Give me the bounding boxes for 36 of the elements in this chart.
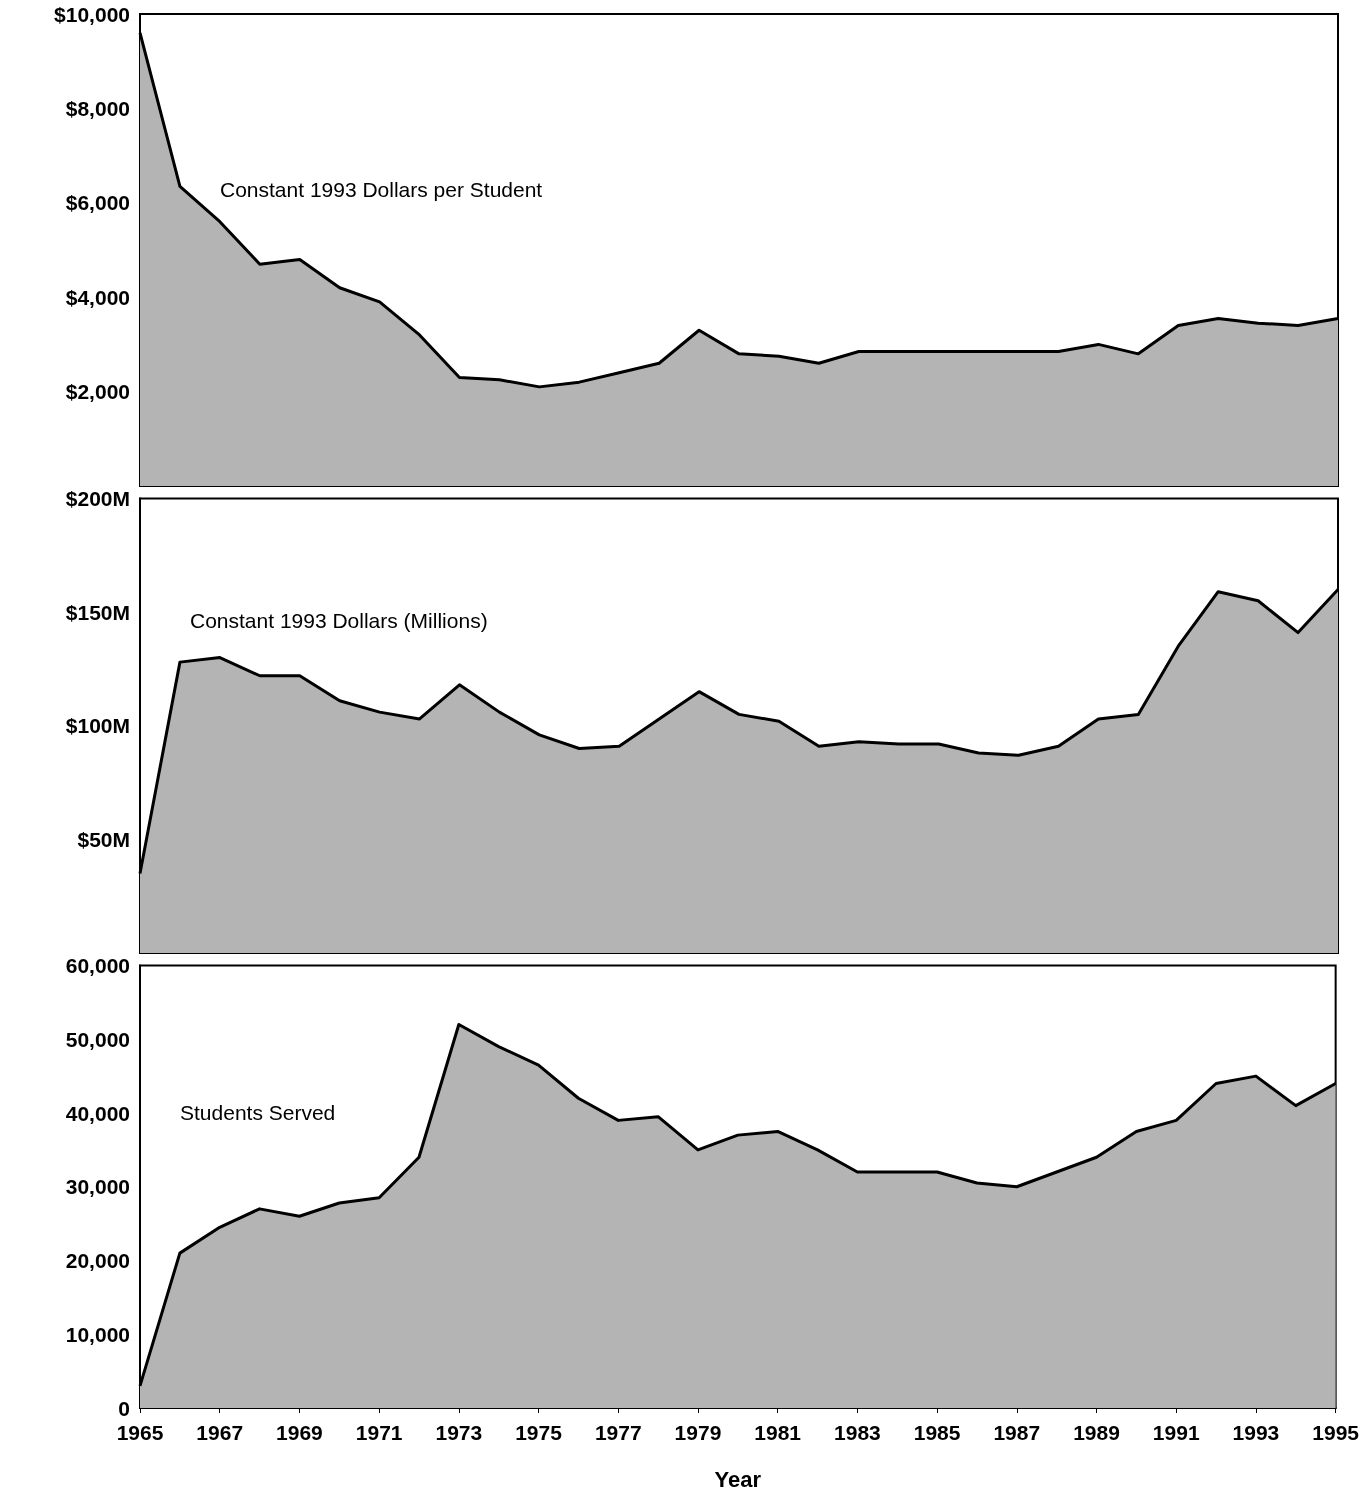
x-tick-label: 1991	[1152, 1421, 1200, 1444]
x-tick-label: 1965	[116, 1421, 164, 1444]
y-tick-label: 20,000	[65, 1249, 130, 1272]
y-tick-label: $2,000	[65, 380, 130, 404]
annotation: Constant 1993 Dollars per Student	[220, 178, 543, 201]
y-tick-label: $4,000	[65, 285, 130, 309]
y-tick-label: 40,000	[65, 1101, 130, 1125]
y-tick-label: $8,000	[65, 96, 130, 120]
x-tick-label: 1973	[435, 1421, 483, 1444]
y-tick-label: 50,000	[65, 1027, 130, 1051]
y-tick-label: $50M	[77, 827, 130, 851]
x-tick-label: 1985	[913, 1421, 961, 1444]
annotation: Constant 1993 Dollars (Millions)	[190, 609, 488, 632]
y-tick-label: 0	[118, 1396, 130, 1420]
y-tick-label: $6,000	[65, 191, 130, 215]
y-tick-label: 10,000	[65, 1322, 130, 1346]
x-axis-title: Year	[714, 1466, 762, 1492]
y-tick-label: $100M	[65, 714, 130, 738]
y-tick-label: 60,000	[65, 954, 130, 977]
x-tick-label: 1967	[196, 1421, 244, 1444]
x-tick-label: 1975	[515, 1421, 563, 1444]
y-tick-label: $200M	[65, 487, 130, 510]
annotation: Students Served	[180, 1101, 336, 1124]
x-tick-label: 1983	[834, 1421, 881, 1444]
y-tick-label: $150M	[65, 600, 130, 624]
x-tick-label: 1987	[993, 1421, 1041, 1444]
x-tick-label: 1977	[594, 1421, 642, 1444]
x-tick-label: 1971	[355, 1421, 403, 1444]
x-tick-label: 1981	[754, 1421, 802, 1444]
x-tick-label: 1969	[276, 1421, 323, 1444]
x-tick-label: 1979	[674, 1421, 722, 1444]
x-tick-label: 1995	[1312, 1421, 1360, 1444]
x-tick-label: 1993	[1232, 1421, 1280, 1444]
y-tick-label: 30,000	[65, 1175, 130, 1199]
x-tick-label: 1989	[1073, 1421, 1120, 1444]
y-tick-label: $10,000	[54, 2, 130, 26]
